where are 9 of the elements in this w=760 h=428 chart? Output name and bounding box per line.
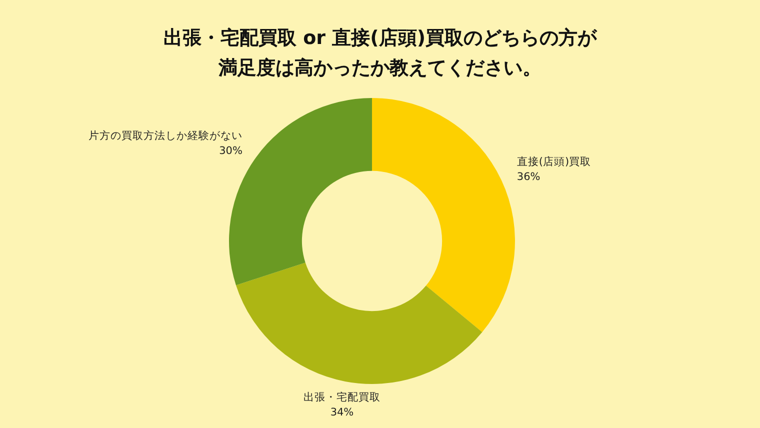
donut-slice	[372, 98, 515, 332]
slice-label: 片方の買取方法しか経験がない	[88, 128, 242, 142]
donut-slice	[236, 262, 482, 384]
slice-label: 直接(店頭)買取	[516, 154, 592, 168]
data-label: 34%	[330, 406, 354, 418]
data-label: 36%	[516, 170, 540, 183]
chart-title: 出張・宅配買取 or 直接(店頭)買取のどちらの方が満足度は高かったか教えてください。	[163, 27, 598, 79]
slice-label: 出張・宅配買取	[303, 390, 380, 404]
data-label: 30%	[219, 144, 242, 157]
